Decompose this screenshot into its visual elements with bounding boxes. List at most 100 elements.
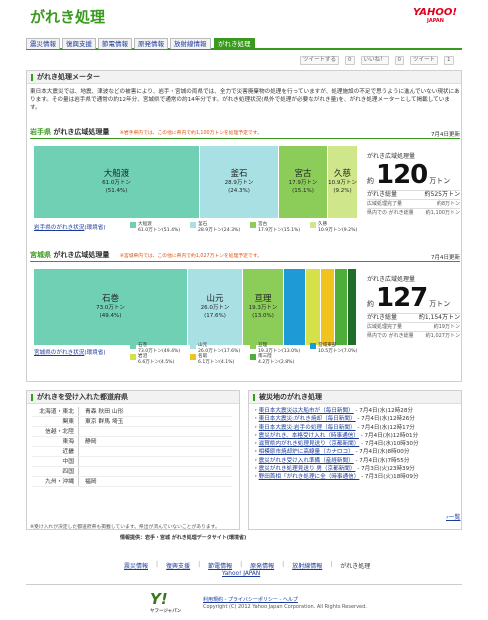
iwate-row-0-k: がれき総量 <box>367 191 398 198</box>
segment-percent: (9.2%) <box>333 187 352 194</box>
legend-value: 10.5万トン(7.0%) <box>318 348 358 354</box>
accept-panel: がれきを受け入れた都道府県 <box>26 390 240 530</box>
miyagi-row-2-v: 約1,027万トン <box>425 333 460 339</box>
miyagi-bar-segment: 亘理 19.3万トン (13.0%) <box>243 269 283 345</box>
miyagi-bar-segment: 山元 26.0万トン (17.6%) <box>188 269 242 345</box>
miyagi-total: 127 <box>376 283 428 313</box>
list-item: ・震災がれき、本格受け入れ（時事通信） - 7月4日(水)12時01分 <box>253 432 419 439</box>
footer-link-genpatsu[interactable]: 原発情報 <box>250 563 275 570</box>
footer-link-shinsai[interactable]: 震災情報 <box>124 563 149 570</box>
iwate-unit: 万トン <box>429 177 451 185</box>
list-item: ・震災がれき受け入れ準備（産経新聞） - 7月4日(水)7時55分 <box>253 457 410 464</box>
tab-genpatsu[interactable]: 原発情報 <box>134 38 168 49</box>
legend-name: 釜石 <box>198 222 208 227</box>
meter-intro: 東日本大震災では、地震、津波などの被害により、岩手・宮城の両県では、全力で災害廃… <box>30 89 460 112</box>
footer-link-setsuden[interactable]: 節電情報 <box>208 563 233 570</box>
iwate-row-1-v: 約8万トン <box>436 201 460 207</box>
news-link[interactable]: 震災がれき処理見送り 男（京都新聞） <box>258 466 356 473</box>
tweet-button[interactable]: ツイート <box>410 56 439 65</box>
yahoo-japan-link[interactable]: Yahoo! JAPAN <box>222 571 261 577</box>
news-link[interactable]: 震災がれき、本格受け入れ（時事通信） <box>258 432 359 439</box>
news-date: 7月4日(水)8時00分 <box>359 449 410 456</box>
iwate-summary: がれき広域処理量 約 120 万トン がれき総量 約525万トン 広域処理完了量約… <box>367 151 460 217</box>
tab-setsuden[interactable]: 節電情報 <box>98 38 132 49</box>
iwate-bar-segment: 久慈 10.9万トン (9.2%) <box>328 146 357 218</box>
tab-gareki[interactable]: がれき処理 <box>214 38 255 49</box>
terms-links[interactable]: 利用規約 - プライバシーポリシー - ヘルプ <box>203 597 298 603</box>
iwate-link-text[interactable]: 岩手県のがれき状況 <box>34 225 85 231</box>
news-date: 7月4日(水)7時55分 <box>359 457 410 464</box>
miyagi-bar-segment <box>284 269 305 345</box>
region-prefs <box>78 447 85 456</box>
legend-swatch <box>190 222 196 228</box>
miyagi-label: がれき広域処理量 <box>53 251 110 259</box>
iwate-row-2-k: 県内での がれき総量 <box>367 210 414 216</box>
news-link[interactable]: 東日本大震災は大船市が（毎日新聞） <box>258 408 354 414</box>
iwate-status-link[interactable]: 岩手県のがれき状況(環境省) <box>34 223 106 231</box>
legend-swatch <box>250 343 256 349</box>
meter-title: がれき処理メーター <box>27 71 461 84</box>
miyagi-legend-item: 石巻 73.0万トン(49.4%) <box>130 343 180 354</box>
news-link[interactable]: 滋賀県内がれき処理見送り（京都新聞） <box>258 441 360 448</box>
legend-value: 6.1万トン(4.1%) <box>198 359 235 365</box>
miyagi-status-link[interactable]: 宮城県のがれき状況(環境省) <box>34 348 106 356</box>
segment-percent: (51.4%) <box>105 187 128 194</box>
segment-amount: 10.9万トン <box>328 180 357 186</box>
segment-name: 山元 <box>206 294 224 304</box>
legend-name: 南三陸 <box>258 354 272 359</box>
miyagi-legend-item: 名取 6.1万トン(4.1%) <box>190 354 234 365</box>
footer-link-fukko[interactable]: 復興支援 <box>166 563 191 570</box>
legend-swatch <box>250 354 256 360</box>
news-more-link[interactable]: ›一覧 <box>446 514 461 521</box>
tab-shinsai[interactable]: 震災情報 <box>26 38 60 49</box>
miyagi-legend-item: 亘理 19.3万トン(13.0%) <box>250 343 300 354</box>
iwate-row-1-k: 広域処理完了量 <box>367 201 403 207</box>
legend-name: 宮古 <box>258 222 268 227</box>
table-row: 北海道・東北 青森 秋田 山形 <box>32 407 232 417</box>
data-source: 情報提供：岩手・宮城 がれき処理データサイト(環境省) <box>120 535 247 541</box>
region-name: 東海 <box>62 439 74 445</box>
tab-fukko[interactable]: 復興支援 <box>62 38 96 49</box>
iwate-legend-item: 釜石 28.9万トン(24.3%) <box>190 222 240 233</box>
region-prefs <box>78 457 85 466</box>
accept-title: がれきを受け入れた都道府県 <box>27 391 239 404</box>
copyright-text: Copyright (C) 2012 Yahoo Japan Corporati… <box>203 604 367 610</box>
footer-link-gareki: がれき処理 <box>340 563 371 570</box>
legend-name: 名取 <box>198 354 208 359</box>
news-link[interactable]: 相模原市焼却炉に高線量（カナロコ） <box>258 449 354 456</box>
region-prefs: 青森 秋田 山形 <box>78 407 123 416</box>
copyright: 利用規約 - プライバシーポリシー - ヘルプ Copyright (C) 20… <box>203 597 367 611</box>
news-link[interactable]: 震災がれき受け入れ準備（産経新聞） <box>258 457 354 464</box>
footer-link-hoshasen[interactable]: 放射線情報 <box>292 563 323 570</box>
list-item: ・震災がれき処理見送り 男（京都新聞） - 7月3日(火)23時39分 <box>253 466 415 473</box>
iwate-header: 岩手県 がれき広域処理量 ※岩手県内では、この他に県内で約1,100万トンを処理… <box>30 127 460 139</box>
news-date: 7月3日(火)23時39分 <box>361 466 415 473</box>
news-link[interactable]: 東日本大震災:岩手の処理（毎日新聞） <box>258 424 356 431</box>
segment-name: 宮古 <box>294 169 312 179</box>
segment-percent: (49.4%) <box>99 312 122 319</box>
segment-percent: (17.6%) <box>204 312 226 319</box>
table-row: 近畿 <box>32 447 232 457</box>
legend-value: 10.9万トン(9.2%) <box>318 227 358 233</box>
iwate-legend-item: 久慈 10.9万トン(9.2%) <box>310 222 357 233</box>
miyagi-link-sub: (環境省) <box>84 350 106 356</box>
tweet-share-button[interactable]: ツイートする <box>300 56 340 65</box>
miyagi-row-1-k: 広域処理完了量 <box>367 324 403 330</box>
news-date: 7月4日(水)12時28分 <box>359 408 413 414</box>
like-button[interactable]: いいね！ <box>360 56 389 65</box>
iwate-row-2-v: 約1,100万トン <box>425 210 460 216</box>
segment-percent: (13.0%) <box>252 312 274 319</box>
yahoo-logo[interactable]: YAHOO! JAPAN <box>413 8 457 26</box>
miyagi-bar-segment: 石巻 73.0万トン (49.4%) <box>34 269 187 345</box>
page-title: がれき処理 <box>30 8 106 26</box>
logo-text: YAHOO! <box>413 7 457 18</box>
news-link[interactable]: 野田首相「がれき処理に全（時事通信） <box>258 474 360 481</box>
miyagi-row-0-k: がれき総量 <box>367 314 398 321</box>
news-date: 7月4日(水)12時01分 <box>364 432 419 439</box>
iwate-total: 120 <box>376 160 428 190</box>
region-name: 関東 <box>62 419 74 425</box>
news-link[interactable]: 東日本大震災:がれき焼却（毎日新聞） <box>258 416 356 423</box>
tab-hoshasen[interactable]: 放射線情報 <box>170 38 211 49</box>
news-more-label[interactable]: 一覧 <box>448 514 461 521</box>
miyagi-link-text[interactable]: 宮城県のがれき状況 <box>34 350 85 356</box>
